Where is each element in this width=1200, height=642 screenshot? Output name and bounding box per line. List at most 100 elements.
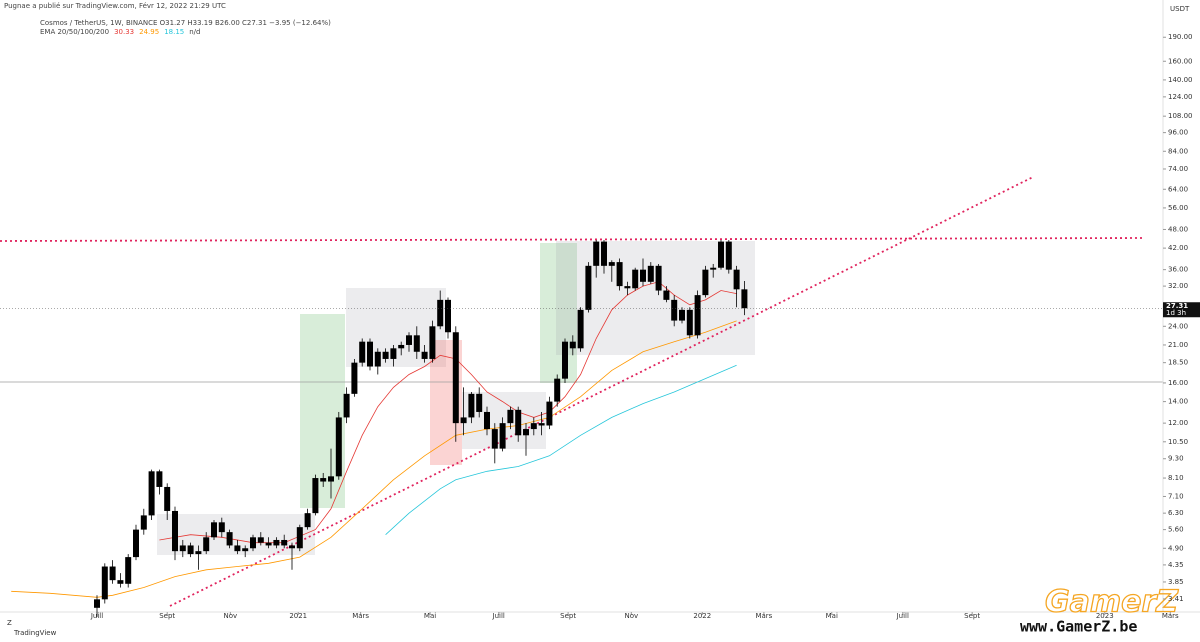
- candle-body: [226, 532, 233, 546]
- candle-body: [499, 423, 506, 449]
- candle-body: [187, 545, 194, 555]
- y-tick-label: 74.00: [1168, 165, 1188, 173]
- x-tick-label: Juill: [90, 612, 103, 620]
- candle-body: [671, 299, 678, 321]
- candle-body: [429, 326, 436, 359]
- candle-body: [679, 309, 685, 321]
- y-tick-label: 18.50: [1168, 359, 1188, 367]
- candle-body: [718, 241, 724, 268]
- x-tick-label: Juill: [492, 612, 505, 620]
- indicator-value: 30.33: [114, 28, 134, 36]
- candle-body: [94, 599, 100, 608]
- rally-box: [540, 243, 577, 383]
- x-tick-label: Mai: [424, 612, 436, 620]
- candle-body: [655, 265, 662, 291]
- candle-body: [445, 299, 451, 333]
- published-note: Pugnae a publié sur TradingView.com, Fév…: [4, 2, 226, 10]
- candle-body: [140, 515, 147, 530]
- candle-body: [733, 269, 740, 290]
- x-tick-label: Nov: [224, 612, 238, 620]
- countdown-label: 1d 3h: [1166, 309, 1186, 317]
- candle-body: [390, 348, 397, 359]
- candle-body: [538, 423, 545, 426]
- indicator-value: 24.95: [139, 28, 159, 36]
- candle-body: [663, 290, 670, 300]
- y-tick-label: 36.00: [1168, 266, 1188, 274]
- y-tick-label: 42.00: [1168, 244, 1188, 252]
- candle-body: [257, 537, 264, 543]
- y-tick-label: 3.41: [1168, 595, 1184, 603]
- candle-body: [616, 262, 623, 287]
- x-tick-label: 2021: [289, 612, 307, 620]
- candle-body: [133, 529, 139, 558]
- candle-body: [710, 267, 717, 270]
- y-tick-label: 140.00: [1168, 76, 1193, 84]
- ema-line: [385, 364, 737, 535]
- zoom-button[interactable]: Z: [7, 619, 12, 627]
- candle-body: [179, 545, 186, 552]
- ema-lines: [11, 281, 737, 598]
- candle-body: [211, 522, 217, 538]
- watermark-title: GamerZ: [1045, 585, 1179, 620]
- candle-body: [406, 335, 412, 345]
- candle-body: [328, 476, 334, 482]
- candle-body: [468, 393, 475, 418]
- candle-body: [125, 557, 132, 584]
- candle-body: [421, 351, 428, 359]
- x-tick-label: Sept: [159, 612, 175, 620]
- y-tick-label: 96.00: [1168, 129, 1188, 137]
- candle-body: [351, 362, 358, 394]
- candle-body: [484, 411, 490, 430]
- y-tick-label: 24.00: [1168, 322, 1188, 330]
- candle-body: [725, 241, 732, 270]
- candle-body: [172, 510, 178, 552]
- x-tick-label: Sept: [964, 612, 980, 620]
- symbol-line: Cosmos / TetherUS, 1W, BINANCE O31.27 H3…: [40, 19, 331, 27]
- x-tick-label: 2023: [1096, 612, 1114, 620]
- y-tick-label: 4.90: [1168, 544, 1184, 552]
- candle-body: [117, 580, 124, 584]
- y-tick-label: 32.00: [1168, 282, 1188, 290]
- candle-body: [546, 401, 553, 426]
- candle-body: [515, 409, 522, 436]
- indicator-value: 18.15: [164, 28, 184, 36]
- resistance-line: [0, 237, 1143, 242]
- y-tick-label: 160.00: [1168, 57, 1193, 65]
- candle-body: [164, 486, 171, 511]
- candle-body: [242, 548, 249, 552]
- last-price-box: [1163, 302, 1200, 318]
- candle-body: [702, 269, 709, 296]
- x-tick-label: Nov: [624, 612, 638, 620]
- candle-body: [195, 551, 202, 555]
- candle-body: [304, 513, 311, 528]
- candle-body: [593, 241, 600, 266]
- y-tick-label: 124.00: [1168, 93, 1193, 101]
- candle-body: [569, 341, 576, 349]
- y-tick-label: 108.00: [1168, 112, 1193, 120]
- candle-body: [148, 471, 155, 516]
- last-price-label: 27.31: [1166, 302, 1188, 310]
- y-tick-label: 7.10: [1168, 492, 1184, 500]
- y-tick-label: 21.00: [1168, 341, 1188, 349]
- candle-body: [296, 527, 303, 549]
- candle-body: [101, 566, 108, 600]
- candle-body: [530, 423, 537, 430]
- indicator-label: EMA 20/50/100/200: [40, 28, 109, 36]
- candle-body: [273, 539, 280, 546]
- ema-line: [11, 320, 737, 598]
- y-tick-label: 14.00: [1168, 398, 1188, 406]
- y-tick-label: 9.30: [1168, 455, 1184, 463]
- candle-body: [577, 309, 584, 349]
- y-tick-label: 12.00: [1168, 419, 1188, 427]
- candle-body: [554, 378, 561, 402]
- candle-body: [694, 295, 701, 336]
- candle-body: [460, 417, 467, 424]
- candle-body: [632, 269, 639, 289]
- candle-body: [437, 299, 444, 327]
- y-tick-label: 64.00: [1168, 185, 1188, 193]
- watermark-url: www.GamerZ.be: [1020, 618, 1137, 636]
- y-tick-label: 3.85: [1168, 578, 1184, 586]
- x-tick-label: Juill: [896, 612, 909, 620]
- candle-body: [476, 393, 483, 412]
